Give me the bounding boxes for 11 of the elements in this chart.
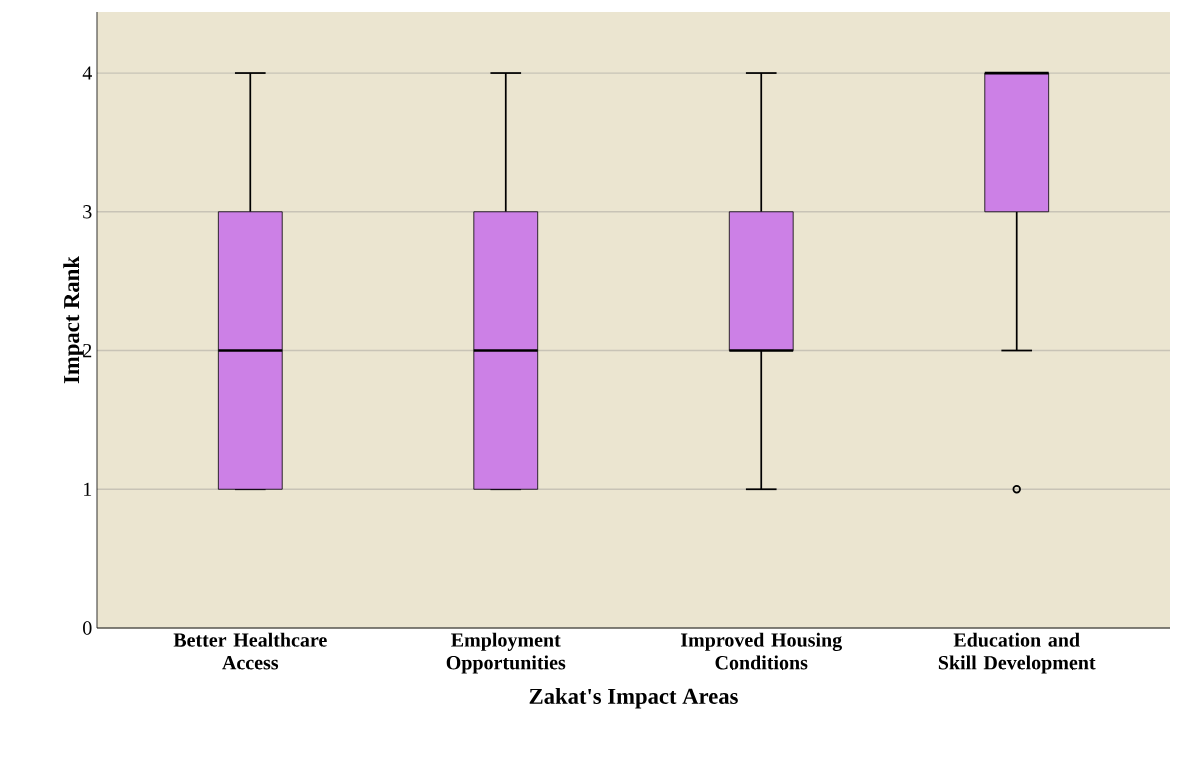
y-tick-label: 3 (83, 205, 92, 219)
x-tick-label: Employment Opportunities (446, 632, 566, 674)
y-tick-label: 0 (83, 621, 92, 635)
y-axis-title: Impact Rank (63, 256, 84, 384)
x-tick-label: Better Healthcare Access (173, 632, 327, 670)
y-tick-label: 4 (82, 66, 92, 80)
x-tick-label: Improved Housing Conditions (680, 632, 842, 670)
y-tick-label: 2 (83, 343, 92, 358)
x-axis-title: Zakat's Impact Areas (529, 688, 738, 709)
y-tick-label: 1 (84, 482, 92, 496)
x-tick-label: Education and Skill Development (938, 632, 1096, 674)
